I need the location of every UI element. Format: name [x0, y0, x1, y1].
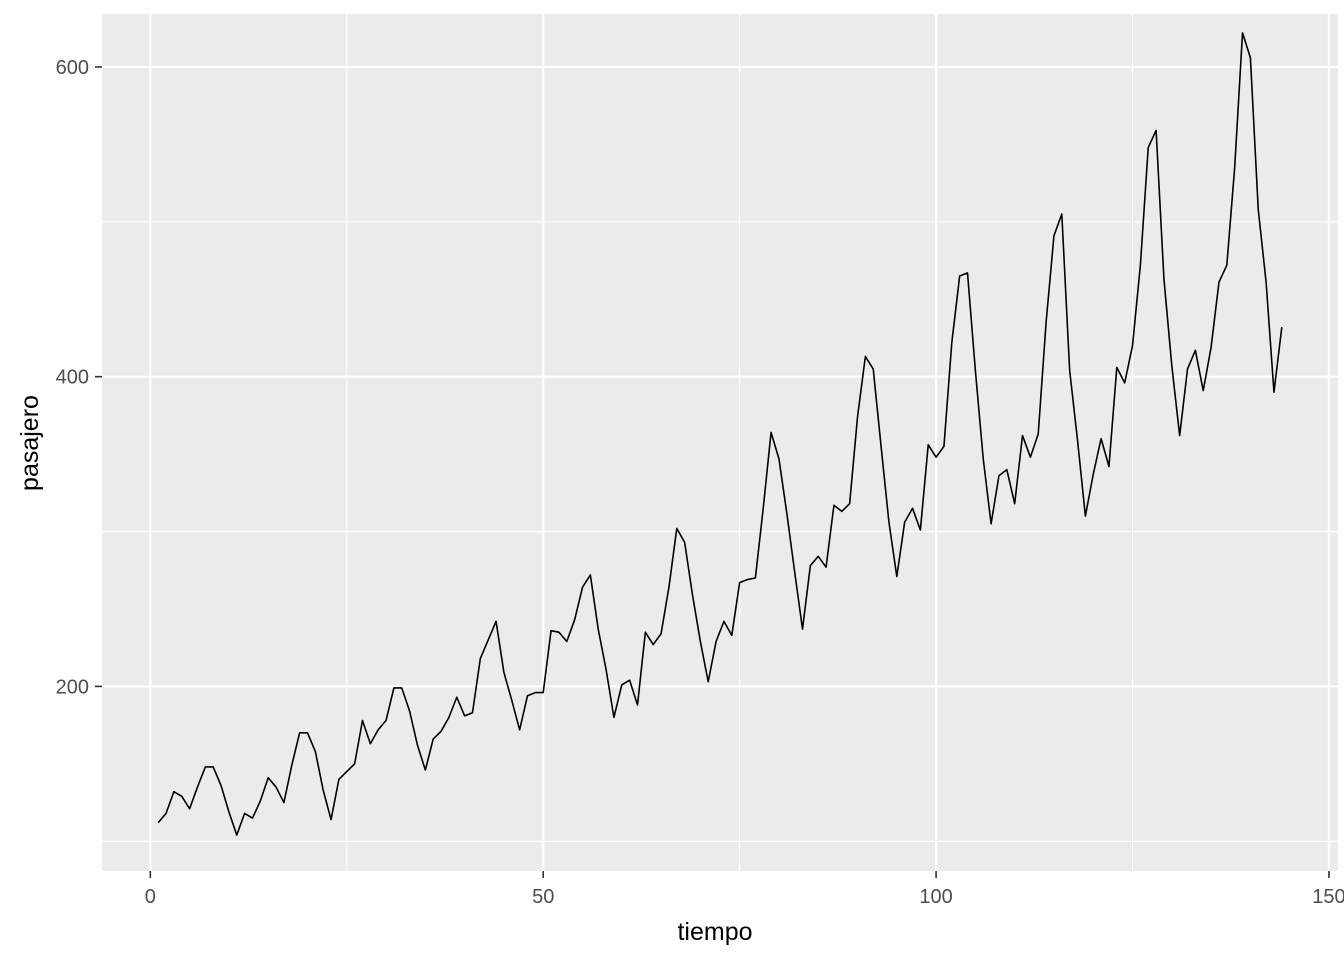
- y-tick-label: 400: [56, 367, 89, 389]
- x-tick-label: 50: [532, 886, 554, 908]
- x-tick-label: 100: [919, 886, 952, 908]
- y-tick-label: 600: [56, 57, 89, 79]
- y-tick-label: 200: [56, 676, 89, 698]
- x-tick-label: 150: [1312, 886, 1344, 908]
- x-axis-ticks: 0 50 100 150: [145, 871, 1344, 908]
- plot-panel: [102, 14, 1338, 871]
- minor-gridlines: [102, 14, 1338, 871]
- major-gridlines: [102, 14, 1338, 871]
- series-line: [157, 32, 1283, 836]
- x-tick-label: 0: [145, 886, 156, 908]
- y-axis-ticks: 200 400 600: [56, 57, 102, 698]
- x-axis-title: tiempo: [677, 918, 752, 946]
- y-axis-title: pasajero: [16, 395, 44, 491]
